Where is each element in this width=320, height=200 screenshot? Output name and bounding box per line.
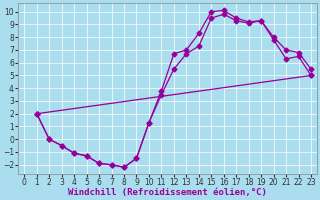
X-axis label: Windchill (Refroidissement éolien,°C): Windchill (Refroidissement éolien,°C) bbox=[68, 188, 267, 197]
